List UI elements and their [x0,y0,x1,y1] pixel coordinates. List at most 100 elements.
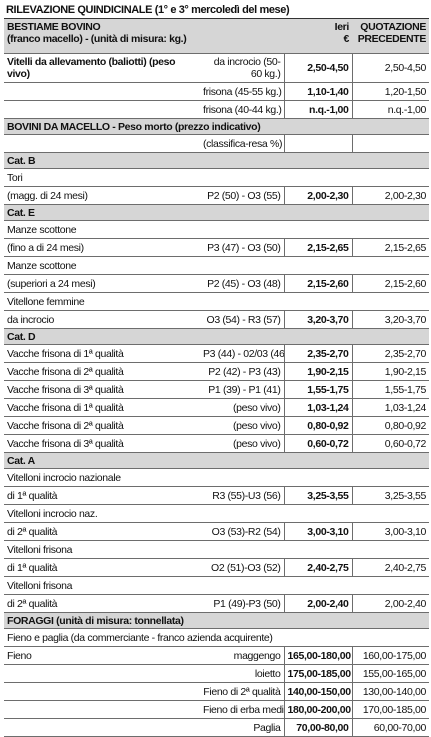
row-spec: O2 (51)-O3 (52) [200,558,284,577]
row-price: 165,00-180,00 [283,646,352,665]
row-price: n.q.-1,00 [283,100,352,119]
row-label: di 2ª qualità [4,594,200,613]
row-price: 0,60-0,72 [283,434,352,453]
row-label: Vitelloni incrocio naz. [4,504,429,523]
data-row: Fieno maggengo 165,00-180,00 160,00-175,00 [4,646,429,665]
row-label: Vacche frisona di 2ª qualità [4,416,200,435]
row-previous: 2,40-2,75 [351,558,429,577]
row-label [4,664,200,683]
data-row: Vitelloni incrocio naz. [4,504,429,523]
data-row: di 1ª qualità R3 (55)-U3 (56) 3,25-3,55 3,2… [4,486,429,505]
row-price: 175,00-185,00 [283,664,352,683]
row-previous: 155,00-165,00 [351,664,429,683]
row-spec: P2 (42) - P3 (43) [200,362,284,381]
row-spec: da incrocio (50-60 kg.) [200,53,284,83]
row-previous [351,134,429,153]
row-previous: 2,50-4,50 [351,53,429,83]
row-label: Vitelloni frisona [4,540,429,559]
row-label [4,700,200,719]
row-label: Vitelli da allevamento (baliotti) (peso … [4,53,200,83]
data-row: Vitelloni incrocio nazionale [4,468,429,487]
row-price: 1,55-1,75 [283,380,352,399]
row-price: 0,80-0,92 [283,416,352,435]
row-spec: O3 (53)-R2 (54) [200,522,284,541]
data-row: Vacche frisona di 1ª qualità (peso vivo) 1… [4,398,429,417]
row-price: 3,25-3,55 [283,486,352,505]
row-spec: loietto [200,664,284,683]
row-price: 2,40-2,75 [283,558,352,577]
data-row: frisona (45-55 kg.) 1,10-1,40 1,20-1,50 [4,82,429,101]
row-spec: R3 (55)-U3 (56) [200,486,284,505]
row-price: 180,00-200,00 [283,700,352,719]
row-price: 3,20-3,70 [283,310,352,329]
row-label: (magg. di 24 mesi) [4,186,200,205]
section-row: FORAGGI (unità di misura: tonnellata) [4,612,429,629]
section-title: Cat. D [4,328,429,345]
row-price: 2,00-2,30 [283,186,352,205]
row-label [4,82,200,101]
row-previous: 3,25-3,55 [351,486,429,505]
data-row: (classifica-resa %) [4,134,429,153]
data-row: loietto 175,00-185,00 155,00-165,00 [4,664,429,683]
row-previous: 1,20-1,50 [351,82,429,101]
row-price: 1,10-1,40 [283,82,352,101]
header-line: BESTIAME BOVINO [7,21,101,33]
row-price: 140,00-150,00 [283,682,352,701]
row-previous: 60,00-70,00 [351,718,429,737]
data-row: (superiori a 24 mesi) P2 (45) - O3 (48) 2,… [4,274,429,293]
header-line: € [343,33,350,45]
data-row: Fieno di 2ª qualità 140,00-150,00 130,00-1… [4,682,429,701]
data-row: Vacche frisona di 2ª qualità (peso vivo) 0… [4,416,429,435]
row-previous: 2,35-2,70 [351,344,429,363]
row-label [4,100,200,119]
row-price: 2,00-2,40 [283,594,352,613]
row-label: di 1ª qualità [4,486,200,505]
header-label: BESTIAME BOVINO (franco macello) - (unità… [4,18,284,54]
row-spec: (peso vivo) [200,416,284,435]
row-spec: O3 (54) - R3 (57) [200,310,284,329]
row-spec: P3 (44) - 02/03 (46) [200,344,284,363]
data-row: Vitelloni frisona [4,576,429,595]
data-row: Vacche frisona di 3ª qualità (peso vivo) 0… [4,434,429,453]
row-previous: 2,15-2,60 [351,274,429,293]
row-spec: P1 (39) - P1 (41) [200,380,284,399]
row-price: 70,00-80,00 [283,718,352,737]
data-row: Manze scottone [4,220,429,239]
row-spec: P2 (45) - O3 (48) [200,274,284,293]
row-previous: 0,60-0,72 [351,434,429,453]
header-line: (franco macello) - (unità di misura: kg.… [7,33,187,45]
data-row: Fieno e paglia (da commerciante - franco… [4,628,429,647]
data-row: frisona (40-44 kg.) n.q.-1,00 n.q.-1,00 [4,100,429,119]
data-row: Paglia 70,00-80,00 60,00-70,00 [4,718,429,737]
data-row: Vacche frisona di 2ª qualità P2 (42) - P3… [4,362,429,381]
row-spec: (classifica-resa %) [200,134,284,153]
row-spec: Paglia [200,718,284,737]
row-previous: 1,55-1,75 [351,380,429,399]
row-label: Vitellone femmine [4,292,429,311]
row-spec: P1 (49)-P3 (50) [200,594,284,613]
section-title: Cat. B [4,152,429,169]
row-spec: P3 (47) - O3 (50) [200,238,284,257]
row-spec: P2 (50) - O3 (55) [200,186,284,205]
table-body: BESTIAME BOVINO (franco macello) - (unità… [4,18,429,737]
data-row: di 2ª qualità O3 (53)-R2 (54) 3,00-3,10 3,0… [4,522,429,541]
row-label: da incrocio [4,310,200,329]
row-label: Manze scottone [4,256,429,275]
row-previous: 2,15-2,65 [351,238,429,257]
row-label: (superiori a 24 mesi) [4,274,200,293]
row-price: 1,90-2,15 [283,362,352,381]
section-row: Cat. E [4,204,429,221]
row-previous: 1,90-2,15 [351,362,429,381]
row-previous: 130,00-140,00 [351,682,429,701]
data-row: Vitelloni frisona [4,540,429,559]
row-previous: 160,00-175,00 [351,646,429,665]
section-row: BOVINI DA MACELLO - Peso morto (prezzo i… [4,118,429,135]
header-price: Ieri € [284,18,352,54]
row-price: 3,00-3,10 [283,522,352,541]
row-price [283,134,352,153]
data-row: di 2ª qualità P1 (49)-P3 (50) 2,00-2,40 2,0… [4,594,429,613]
data-row: Vitelli da allevamento (baliotti) (peso … [4,53,429,83]
row-price: 1,03-1,24 [283,398,352,417]
row-label [4,682,200,701]
